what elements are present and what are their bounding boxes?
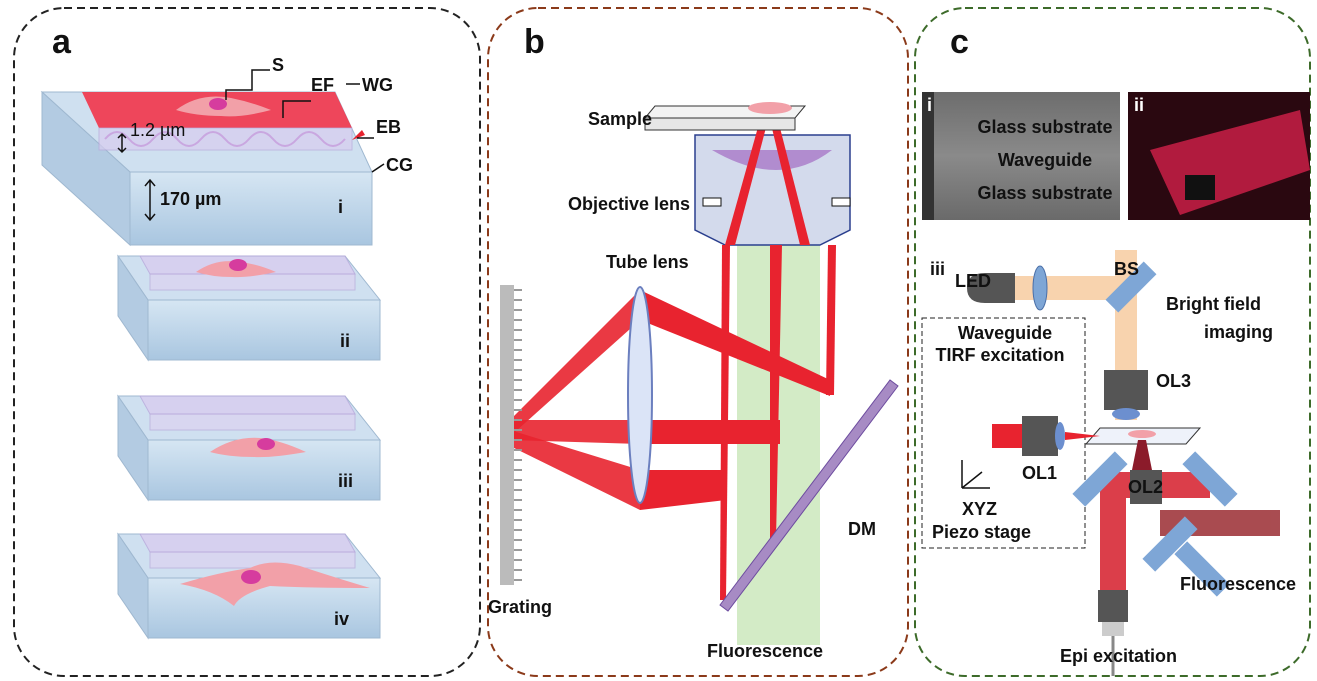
annotation: EB [376,117,401,137]
layer-label: Glass substrate [977,117,1112,137]
annotation: S [272,55,284,75]
panel-label: a [52,23,72,61]
label: LED [955,271,991,291]
label: imaging [1204,322,1273,342]
panel-a: a S EF WG EB 1.2 µm CG 170 µm i ii iii i… [14,8,480,676]
layer-label: Glass substrate [977,183,1112,203]
label: Piezo stage [932,522,1031,542]
panel-c: c i Glass substrate Waveguide Glass subs… [915,8,1310,676]
annotation: 170 µm [160,189,221,209]
label: Waveguide [958,323,1052,343]
label: OL2 [1128,477,1163,497]
annotation: WG [362,75,393,95]
label: BS [1114,259,1139,279]
subpanel-label: ii [340,331,350,351]
inset-tag: i [927,95,932,115]
subpanel-label: iii [930,259,945,279]
annotation: EF [311,75,334,95]
label: DM [848,519,876,539]
label: Fluorescence [707,641,823,661]
inset-tag: ii [1134,95,1144,115]
annotation: 1.2 µm [130,120,185,140]
subpanel-label: i [338,197,343,217]
label: OL3 [1156,371,1191,391]
layer-label: Waveguide [998,150,1092,170]
panel-b: b Sample Objective lens Tube lens Gratin… [488,8,908,676]
label: Objective lens [568,194,690,214]
panel-label: b [524,23,545,61]
label: Epi excitation [1060,646,1177,666]
figure: a S EF WG EB 1.2 µm CG 170 µm i ii iii i… [0,0,1317,681]
label: Grating [488,597,552,617]
label: Tube lens [606,252,689,272]
label: Bright field [1166,294,1261,314]
subpanel-label: iv [334,609,349,629]
label: Fluorescence [1180,574,1296,594]
annotation: CG [386,155,413,175]
subpanel-label: iii [338,471,353,491]
panel-label: c [950,23,969,61]
label: XYZ [962,499,997,519]
label: Sample [588,109,652,129]
label: OL1 [1022,463,1057,483]
label: TIRF excitation [935,345,1064,365]
